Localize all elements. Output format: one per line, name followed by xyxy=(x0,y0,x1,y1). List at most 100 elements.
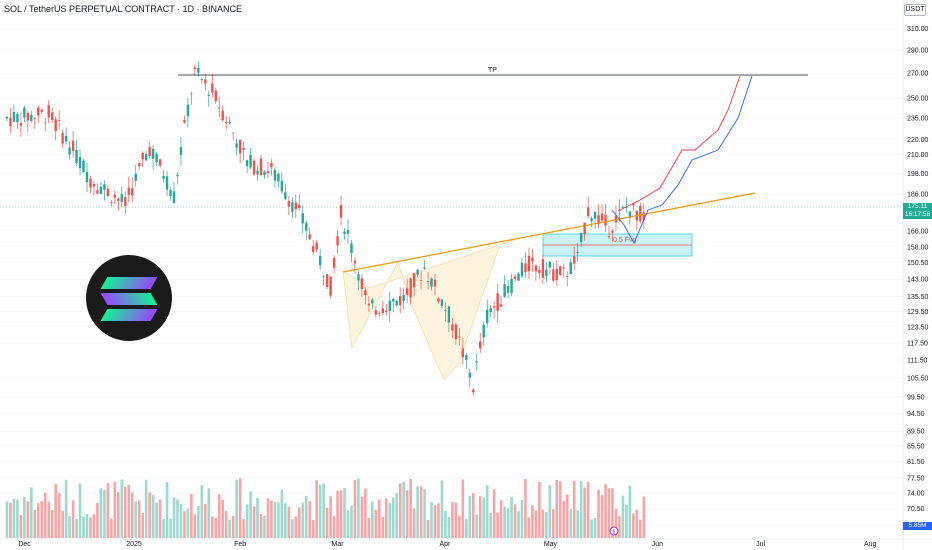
candle-body xyxy=(190,93,193,95)
volume-bar xyxy=(499,500,503,538)
volume-bar xyxy=(384,498,388,538)
candle-body xyxy=(225,121,228,124)
price-axis-label: 186.00 xyxy=(907,191,929,198)
volume-bar xyxy=(485,485,489,538)
candle-body xyxy=(562,267,565,269)
solana-logo-bar-bottom xyxy=(100,309,158,321)
volume-bar xyxy=(569,509,573,538)
volume-bar xyxy=(517,511,520,538)
candle-body xyxy=(381,308,384,313)
candle-body xyxy=(238,139,242,154)
candle-body xyxy=(489,308,492,313)
volume-bar xyxy=(214,517,218,538)
volume-bar xyxy=(524,478,527,538)
volume-bar xyxy=(419,486,423,538)
volume-bar xyxy=(245,504,249,538)
volume-bar xyxy=(280,489,284,538)
candle-body xyxy=(57,120,61,121)
volume-bar xyxy=(520,500,524,538)
volume-bar xyxy=(562,500,566,538)
volume-bar xyxy=(492,489,496,538)
volume-bar xyxy=(558,481,562,538)
time-axis[interactable]: Dec 2025 Feb Mar Apr May Jun Jul Aug xyxy=(0,538,932,548)
fvg-label: 0.5 Fvg xyxy=(613,237,636,244)
volume-bar xyxy=(489,512,492,538)
candle-body xyxy=(388,300,391,312)
candle-body xyxy=(325,274,329,287)
candle-body xyxy=(99,186,103,194)
volume-bar xyxy=(148,492,151,538)
candle-body xyxy=(117,198,120,201)
volume-bar xyxy=(416,486,419,538)
volume-bar xyxy=(155,502,158,538)
volume-bar xyxy=(64,479,68,538)
volume-bar xyxy=(513,504,517,538)
candle-body xyxy=(183,120,186,123)
volume-bar xyxy=(89,517,92,538)
volume-bar xyxy=(221,499,225,538)
candle-body xyxy=(611,230,614,233)
volume-bar xyxy=(120,479,124,538)
volume-bar xyxy=(471,493,475,538)
candle-body xyxy=(172,191,176,204)
volume-bar xyxy=(68,516,71,538)
candle-body xyxy=(235,143,238,148)
candle-body xyxy=(392,298,395,302)
volume-bar xyxy=(468,496,472,538)
volume-bar xyxy=(36,503,40,538)
candle-body xyxy=(517,273,520,281)
volume-bar xyxy=(360,496,364,538)
volume-bar xyxy=(197,505,200,538)
candle-body xyxy=(440,299,444,306)
time-axis-label: Jul xyxy=(756,541,765,548)
volume-bar xyxy=(252,506,256,538)
candle-body xyxy=(44,122,47,124)
volume-bar xyxy=(165,482,169,538)
candle-body xyxy=(71,140,75,151)
solana-logo xyxy=(86,255,172,341)
volume-bar xyxy=(259,513,263,538)
volume-bar xyxy=(158,499,162,538)
candle-body xyxy=(218,107,221,109)
price-axis[interactable]: 310.00 290.00 270.00 250.00 235.00 220.00 210.… xyxy=(902,0,929,550)
candle-body xyxy=(586,207,590,217)
volume-bar xyxy=(597,489,600,538)
candle-body xyxy=(496,293,499,311)
volume-bar xyxy=(301,502,305,538)
candle-body xyxy=(270,162,273,168)
candle-body xyxy=(632,203,635,206)
candle-body xyxy=(231,132,235,134)
candle-body xyxy=(186,104,190,117)
candle-body xyxy=(639,205,642,222)
candle-body xyxy=(357,274,360,281)
candle-body xyxy=(61,133,64,144)
volume-bar xyxy=(308,501,312,538)
candle-body xyxy=(360,278,364,289)
event-marker-icon[interactable] xyxy=(609,526,619,536)
volume-bar xyxy=(628,485,632,538)
volume-bar xyxy=(217,494,221,538)
candle-body xyxy=(252,160,256,175)
candle-body xyxy=(579,232,583,242)
candle-body xyxy=(165,176,169,190)
time-axis-label: 2025 xyxy=(126,541,142,548)
candle-body xyxy=(454,324,458,340)
volume-bar xyxy=(454,502,458,538)
volume-bar xyxy=(433,505,437,538)
price-axis-label: 198.00 xyxy=(907,171,929,178)
volume-bar xyxy=(273,501,277,538)
volume-bar xyxy=(106,482,110,538)
candle-body xyxy=(144,154,148,161)
volume-bar xyxy=(451,501,454,538)
volume-bar xyxy=(9,502,12,538)
candle-body xyxy=(242,147,245,150)
volume-bar xyxy=(228,519,231,538)
candle-body xyxy=(193,67,197,70)
candle-body xyxy=(228,121,231,124)
candle-body xyxy=(374,310,378,315)
projection-path-red xyxy=(619,75,741,211)
tp-label: TP xyxy=(488,67,497,74)
volume-bar xyxy=(381,517,385,538)
volume-bar xyxy=(548,485,552,538)
currency-badge[interactable]: USDT xyxy=(904,4,926,16)
